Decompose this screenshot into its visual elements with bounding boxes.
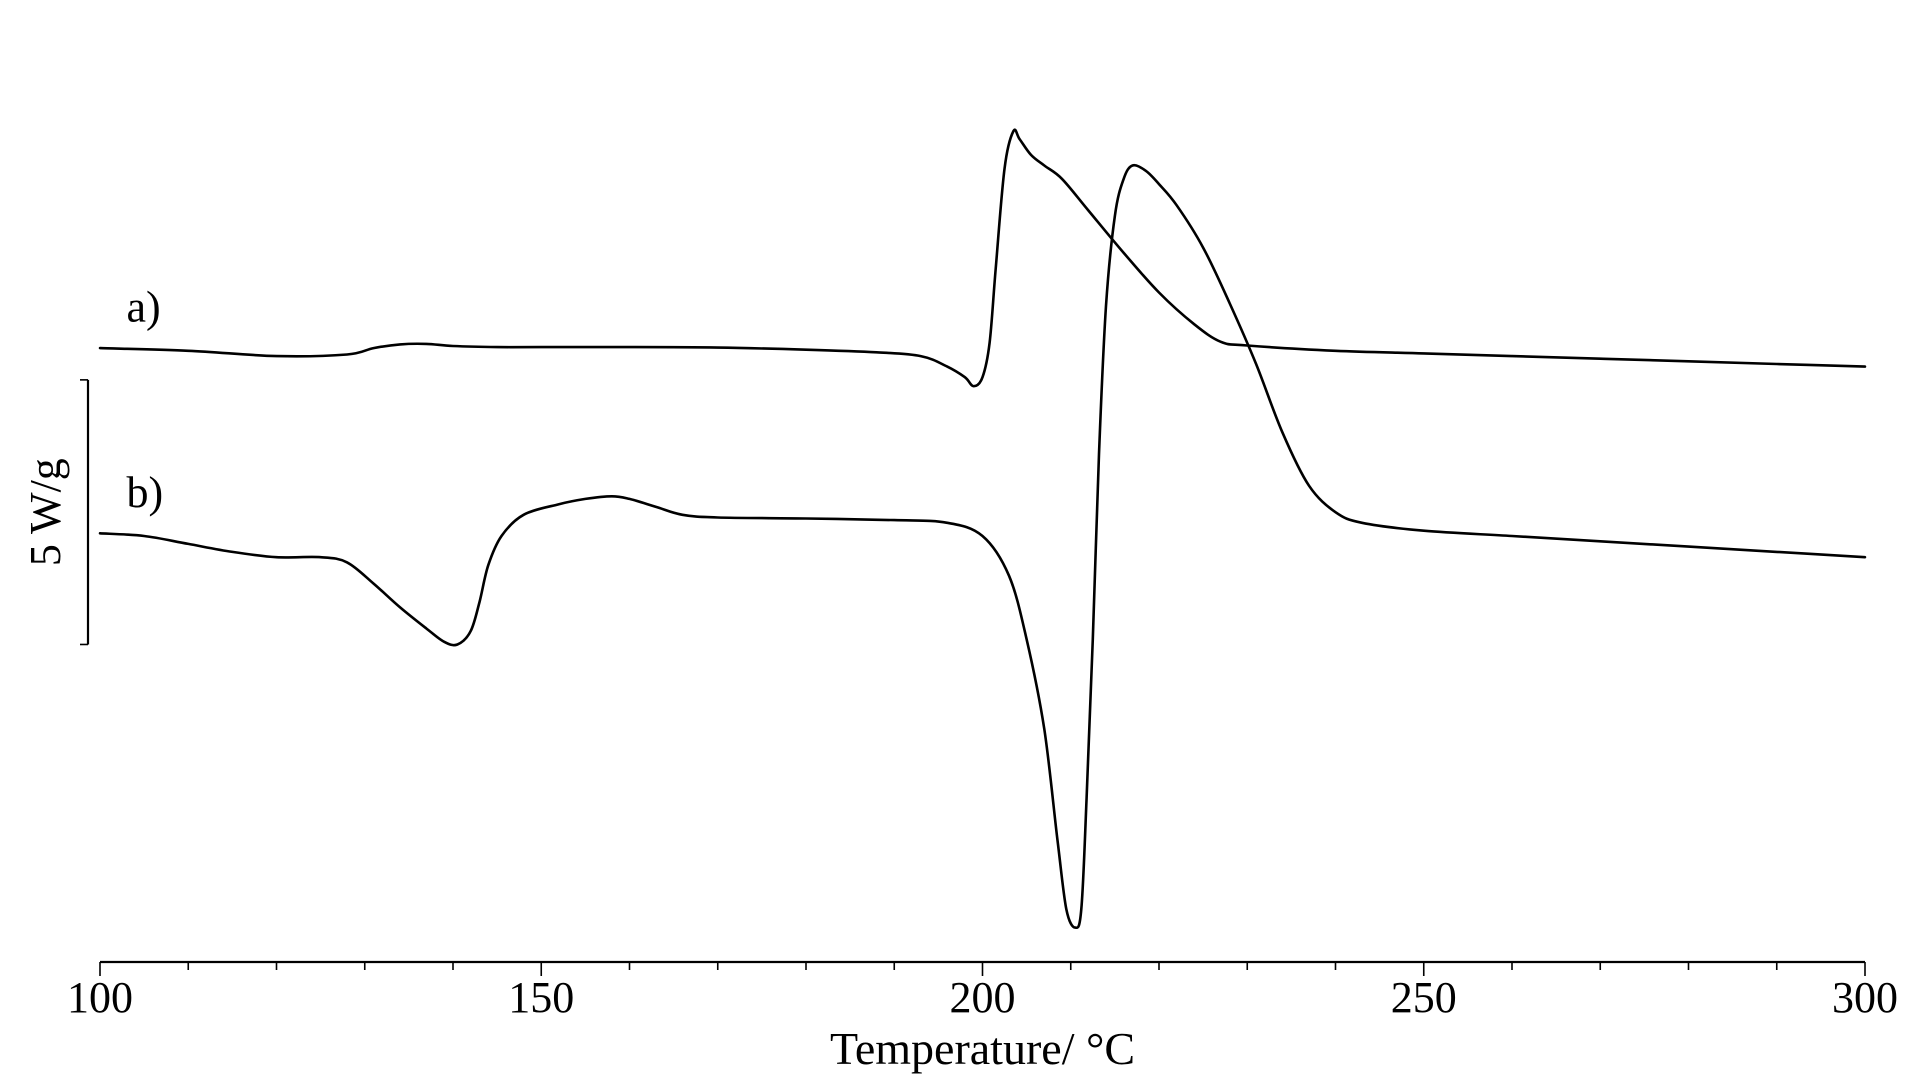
trace-b-label: b)	[126, 468, 163, 517]
trace-a	[98, 128, 1867, 388]
traces	[98, 128, 1867, 930]
x-axis-tick-labels: 100 150 200 250 300	[67, 973, 1898, 1022]
trace-a-label: a)	[126, 283, 160, 332]
x-tick-label-300: 300	[1832, 973, 1898, 1022]
x-tick-label-150: 150	[508, 973, 574, 1022]
curve-labels: a) b)	[126, 283, 163, 517]
trace-b	[98, 163, 1867, 930]
scale-bar-label: 5 W/g	[21, 458, 70, 566]
x-tick-label-100: 100	[67, 973, 133, 1022]
x-tick-label-200: 200	[950, 973, 1016, 1022]
x-tick-label-250: 250	[1391, 973, 1457, 1022]
scale-bar: 5 W/g	[21, 379, 90, 646]
x-axis-ticks	[99, 962, 1866, 976]
x-axis-title: Temperature/ °C	[830, 1023, 1135, 1074]
